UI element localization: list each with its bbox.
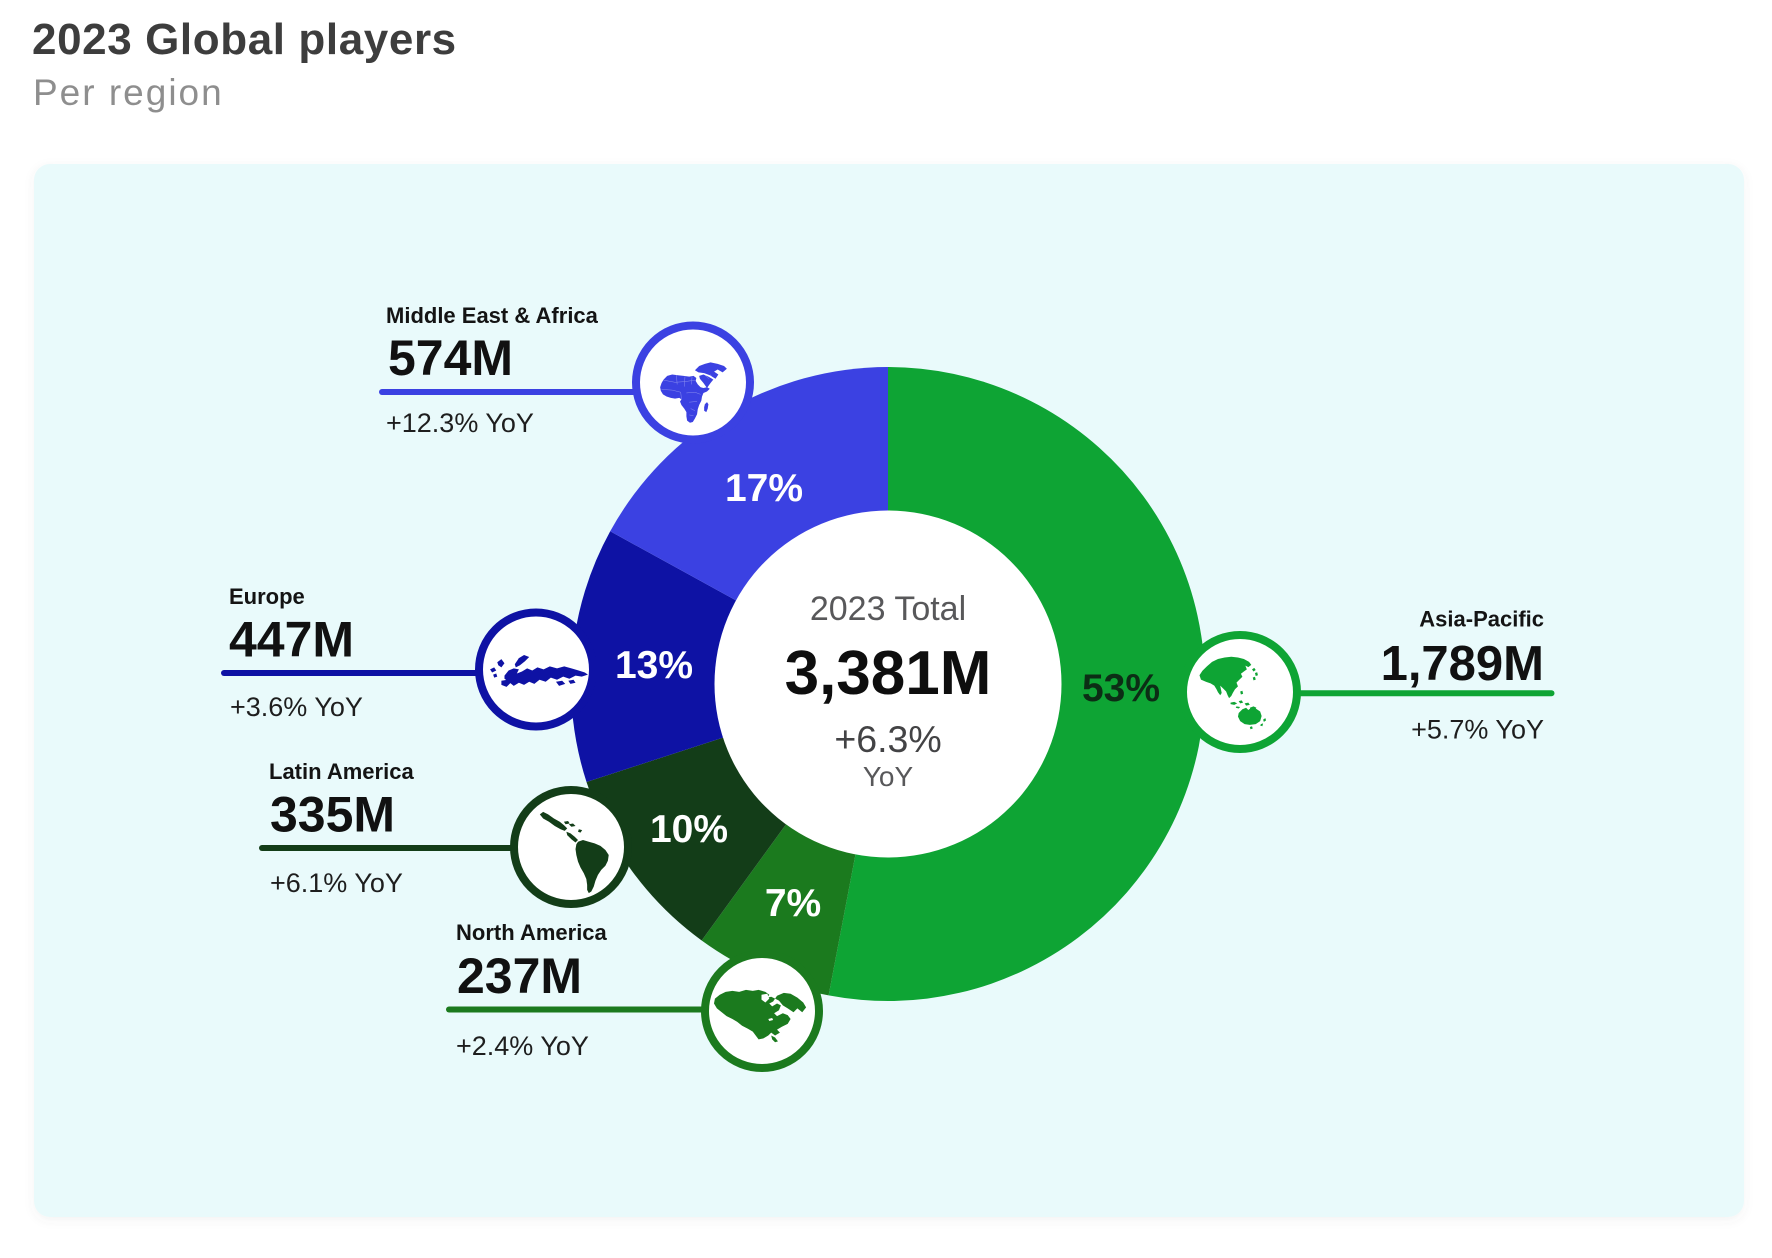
svg-text:Per region: Per region: [33, 72, 224, 113]
svg-text:53%: 53%: [1082, 667, 1160, 710]
svg-text:2023 Global players: 2023 Global players: [32, 15, 457, 64]
svg-text:+6.3%: +6.3%: [834, 718, 941, 760]
svg-text:Europe: Europe: [229, 584, 305, 609]
svg-text:335M: 335M: [270, 787, 395, 843]
svg-text:Middle East & Africa: Middle East & Africa: [386, 303, 599, 328]
svg-text:+5.7% YoY: +5.7% YoY: [1411, 715, 1544, 745]
svg-text:237M: 237M: [457, 948, 582, 1004]
svg-text:3,381M: 3,381M: [785, 639, 992, 708]
svg-text:+12.3% YoY: +12.3% YoY: [386, 408, 534, 438]
svg-text:North America: North America: [456, 920, 608, 945]
svg-text:574M: 574M: [388, 330, 513, 386]
svg-text:13%: 13%: [615, 644, 693, 687]
svg-text:Latin America: Latin America: [269, 759, 414, 784]
svg-text:447M: 447M: [229, 612, 354, 668]
svg-text:2023 Total: 2023 Total: [810, 590, 966, 628]
svg-text:Asia-Pacific: Asia-Pacific: [1419, 607, 1544, 632]
svg-text:+2.4% YoY: +2.4% YoY: [456, 1031, 589, 1061]
svg-text:1,789M: 1,789M: [1381, 637, 1544, 691]
svg-text:+6.1% YoY: +6.1% YoY: [270, 868, 403, 898]
svg-text:+3.6% YoY: +3.6% YoY: [230, 692, 363, 722]
svg-text:YoY: YoY: [863, 761, 914, 792]
svg-text:10%: 10%: [650, 808, 728, 851]
svg-text:17%: 17%: [725, 467, 803, 510]
svg-text:7%: 7%: [765, 882, 821, 925]
